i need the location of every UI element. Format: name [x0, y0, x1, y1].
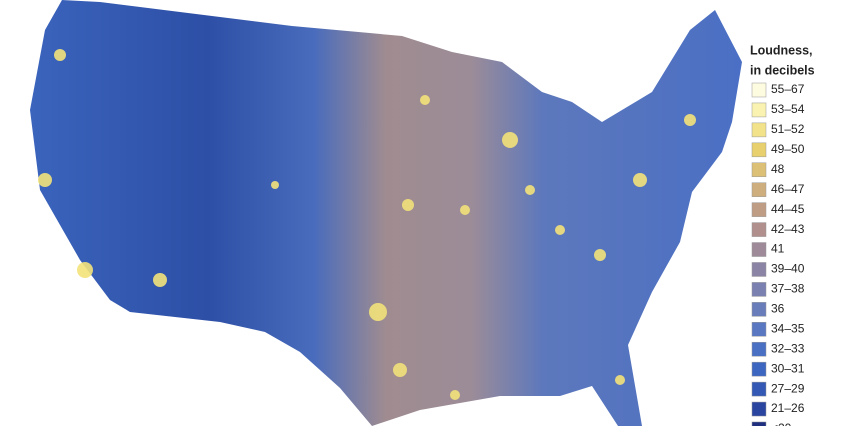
legend-label: 41 [771, 242, 785, 256]
legend-swatch [751, 262, 767, 277]
legend-label: 49–50 [771, 142, 805, 156]
us-outline [30, 0, 742, 426]
legend-title: Loudness, [750, 43, 813, 57]
legend-label: 55–67 [771, 82, 805, 96]
legend-swatch [751, 202, 767, 217]
legend-label: 21–26 [771, 401, 805, 415]
legend-label: 44–45 [771, 202, 805, 216]
legend-label: 37–38 [771, 282, 805, 296]
legend-label: 34–35 [771, 321, 805, 335]
legend-label: 51–52 [771, 122, 805, 136]
city-lights [38, 49, 696, 400]
legend: Loudness, in decibels 55–67 53–54 51–52 49–50… [750, 43, 815, 426]
legend-swatch [751, 222, 767, 237]
legend-swatch [751, 282, 767, 297]
legend-swatch [751, 421, 767, 426]
legend-swatch [751, 82, 767, 98]
legend-swatch [751, 102, 767, 118]
legend-label: <20 [771, 421, 792, 426]
legend-swatch [751, 381, 767, 397]
legend-swatch [751, 182, 767, 197]
legend-swatch [751, 302, 767, 317]
legend-label: 27–29 [771, 381, 805, 395]
legend-label: 39–40 [771, 262, 805, 276]
legend-label: 53–54 [771, 102, 805, 116]
legend-label: 30–31 [771, 361, 805, 375]
legend-swatch [751, 142, 767, 158]
legend-label: 42–43 [771, 222, 805, 236]
legend-label: 46–47 [771, 182, 805, 196]
legend-swatch [751, 162, 767, 178]
legend-swatch [751, 361, 767, 377]
legend-label: 48 [771, 162, 785, 176]
legend-swatch [751, 122, 767, 138]
legend-swatch [751, 401, 767, 417]
legend-swatch [751, 322, 767, 337]
legend-swatch [751, 242, 767, 257]
legend-label: 32–33 [771, 341, 805, 355]
legend-title: in decibels [750, 63, 815, 77]
legend-label: 36 [771, 302, 785, 316]
legend-swatch [751, 341, 767, 357]
